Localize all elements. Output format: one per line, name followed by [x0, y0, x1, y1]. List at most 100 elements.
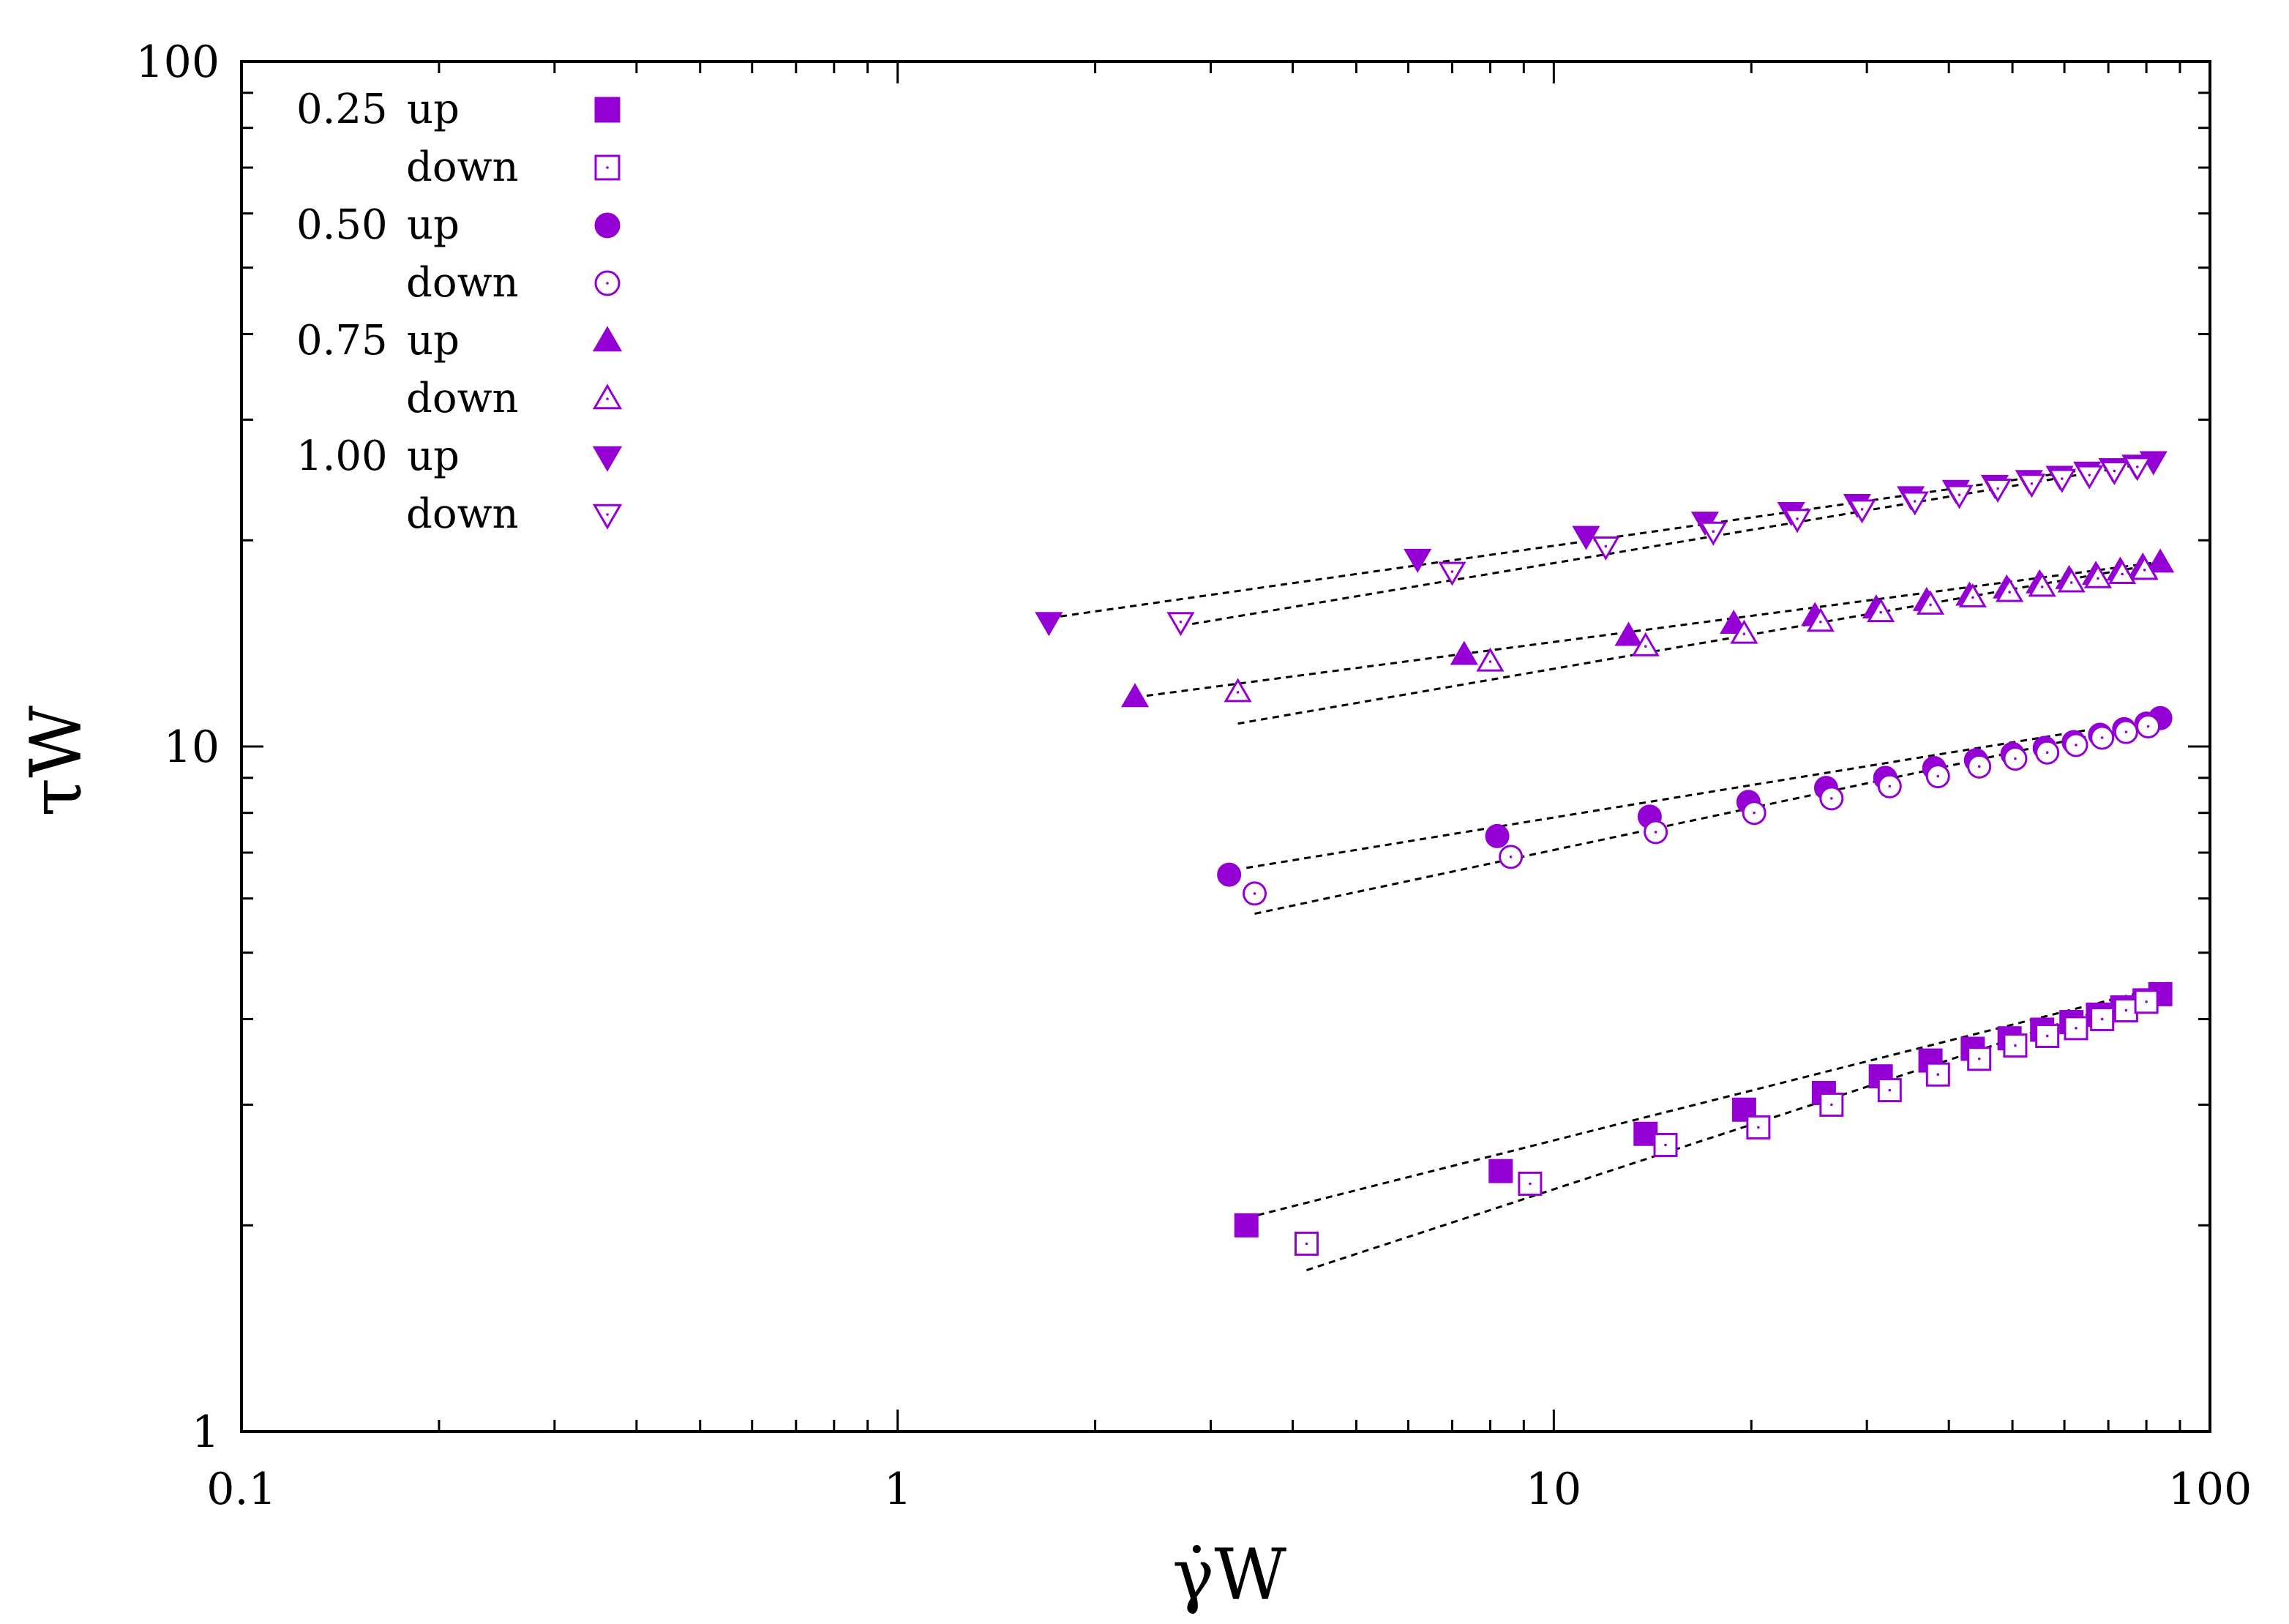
y-tick-label: 100: [135, 37, 220, 88]
data-point-dot: [1996, 487, 1999, 490]
data-point-dot: [2145, 1000, 2148, 1003]
data-point-dot: [2124, 730, 2128, 733]
data-point-dot: [1488, 660, 1492, 663]
legend-marker: [592, 446, 623, 472]
legend-marker-dot: [606, 397, 609, 400]
fit-line: [1245, 986, 2161, 1219]
data-point-dot: [1604, 545, 1608, 548]
legend-marker: [592, 504, 623, 530]
data-point-dot: [1830, 797, 1833, 800]
fit-line: [1237, 562, 2161, 725]
data-point: [2018, 474, 2046, 498]
axis-ticks: [241, 61, 2210, 1432]
data-point: [2057, 568, 2086, 593]
x-tick-label: 100: [2168, 1464, 2252, 1515]
data-point-dot: [1529, 1182, 1532, 1186]
data-point: [1120, 683, 1150, 708]
legend-label: 0.25: [296, 86, 388, 133]
y-tick-label: 1: [192, 1407, 220, 1458]
legend-label: 0.50: [296, 201, 388, 249]
data-point: [1633, 1121, 1658, 1146]
fit-lines: [1049, 458, 2161, 1271]
data-point: [1916, 590, 1945, 615]
y-tick-label: 10: [164, 722, 220, 773]
data-point: [1967, 1047, 1992, 1071]
legend-marker-dot: [606, 282, 609, 285]
data-point-dot: [1450, 570, 1454, 573]
data-point-dot: [2146, 725, 2150, 728]
data-point: [1404, 548, 1432, 573]
data-point-dot: [1913, 500, 1917, 503]
data-point-dot: [2008, 591, 2011, 594]
data-point-dot: [1888, 785, 1892, 788]
legend-marker: [592, 383, 623, 410]
plot-frame: [240, 60, 2211, 1433]
data-point: [1035, 612, 1063, 637]
data-point: [1996, 577, 2024, 602]
data-point-dot: [1830, 1103, 1833, 1107]
data-point-dot: [2121, 572, 2124, 576]
x-axis-title: γ̇W: [1172, 1534, 1286, 1616]
legend-marker: [592, 326, 623, 352]
data-markers: [1035, 451, 2175, 1256]
data-point-dot: [1753, 811, 1756, 815]
data-point-dot: [2045, 1034, 2049, 1038]
legend-label: up: [407, 433, 460, 480]
data-point-dot: [2100, 736, 2104, 739]
data-point: [2108, 559, 2137, 584]
data-point: [1631, 632, 1660, 656]
fit-line: [1134, 561, 2161, 699]
data-point-dot: [2124, 1009, 2128, 1012]
data-point-dot: [2014, 757, 2017, 760]
data-point-dot: [2100, 1017, 2104, 1021]
data-point-dot: [2088, 474, 2091, 476]
data-point-dot: [1888, 1088, 1892, 1092]
legend-marker-dot: [606, 513, 609, 516]
x-tick-label: 10: [1526, 1464, 1581, 1515]
legend-label: down: [406, 143, 519, 191]
data-point-dot: [1757, 1126, 1760, 1129]
legend-label: up: [407, 86, 460, 133]
data-point-dot: [2069, 581, 2073, 584]
data-point: [1730, 619, 1758, 644]
data-point-dot: [1253, 892, 1256, 895]
data-point-dot: [2075, 744, 2078, 746]
data-point-dot: [2113, 469, 2116, 473]
data-point-dot: [1305, 1242, 1308, 1246]
data-point: [1945, 484, 1974, 509]
data-point: [1488, 1159, 1513, 1183]
data-point: [1572, 525, 1600, 550]
data-point-dot: [1179, 620, 1183, 624]
data-point: [1485, 823, 1510, 848]
data-point-dot: [1712, 530, 1715, 534]
data-point: [1592, 536, 1620, 561]
data-point-dot: [1664, 1143, 1667, 1147]
data-point: [2130, 555, 2159, 580]
fit-line: [1245, 716, 2161, 869]
x-tick-label: 0.1: [206, 1464, 276, 1515]
data-point: [2100, 460, 2129, 485]
data-point-dot: [1796, 517, 1799, 520]
data-point-dot: [1509, 856, 1513, 858]
data-point: [2083, 564, 2113, 588]
data-point: [1224, 678, 1252, 703]
data-point-dot: [1879, 610, 1882, 614]
legend-marker-dot: [606, 166, 609, 169]
data-point-dot: [2075, 1027, 2078, 1030]
data-point-dot: [1236, 691, 1240, 694]
data-point: [1476, 647, 1505, 672]
legend: 0.25 up down 0.50 up down 0.75 up down 1.00 up down: [296, 86, 623, 538]
data-point: [1867, 598, 1895, 623]
legend-marker: [594, 97, 621, 123]
data-point-dot: [1977, 1057, 1981, 1060]
data-point-dot: [2061, 477, 2064, 480]
data-point: [1783, 509, 1812, 534]
fit-line: [1254, 719, 2161, 915]
data-point: [2146, 548, 2175, 573]
legend-label: up: [407, 201, 460, 249]
data-point: [1217, 862, 1242, 887]
data-point: [1984, 479, 2012, 504]
y-axis-title: τW: [15, 706, 97, 817]
data-point-dot: [1936, 1073, 1940, 1077]
